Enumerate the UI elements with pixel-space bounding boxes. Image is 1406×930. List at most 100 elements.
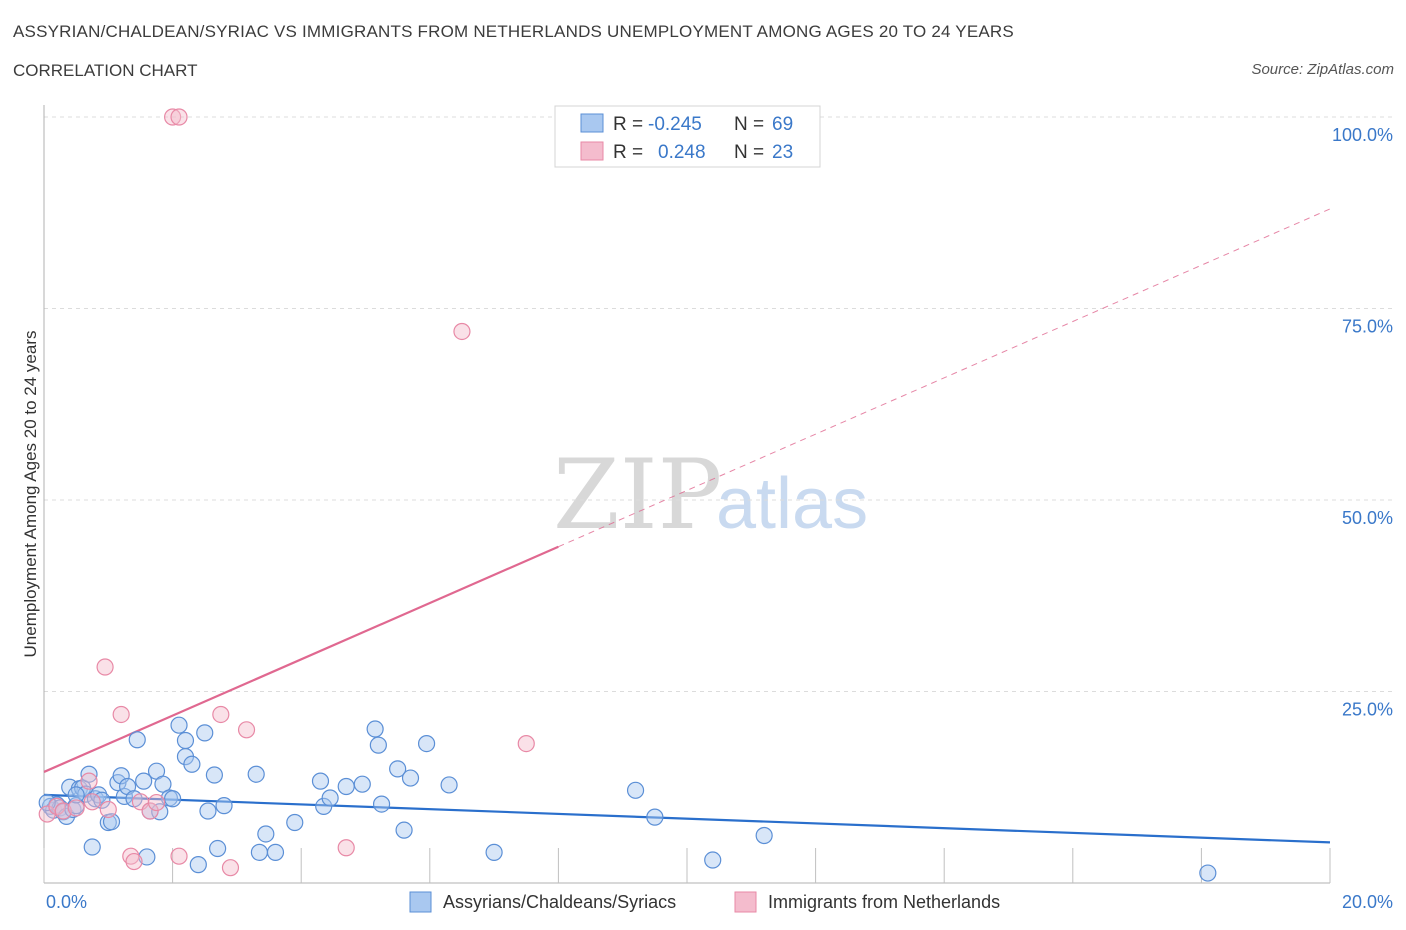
legend-n-value-blue: 69 — [772, 114, 793, 135]
bottom-legend-label-blue: Assyrians/Chaldeans/Syriacs — [443, 892, 676, 912]
legend-n-label: N = — [734, 114, 764, 135]
point-assyrian — [321, 789, 339, 807]
watermark-zip: ZIP — [553, 439, 722, 551]
bottom-legend-swatch-blue — [409, 891, 432, 913]
point-assyrian — [154, 775, 172, 793]
legend-r-label: R = — [613, 114, 643, 135]
axes — [43, 105, 1331, 884]
trend-line-netherlands-solid — [43, 545, 559, 773]
point-netherlands — [147, 793, 166, 812]
point-assyrian — [135, 772, 153, 790]
legend-swatch-pink — [580, 141, 604, 161]
point-assyrian — [183, 755, 201, 773]
y-axis-title: Unemployment Among Ages 20 to 24 years — [21, 331, 40, 658]
watermark-atlas: atlas — [716, 464, 868, 544]
point-netherlands — [67, 799, 85, 817]
point-assyrian — [395, 821, 413, 839]
point-assyrian — [90, 786, 108, 804]
data-points — [38, 108, 1217, 882]
point-assyrian — [67, 786, 85, 804]
point-assyrian — [257, 825, 275, 843]
bottom-legend: Assyrians/Chaldeans/Syriacs Immigrants f… — [409, 891, 1000, 913]
point-assyrian — [401, 769, 420, 787]
point-assyrian — [1199, 864, 1217, 882]
point-assyrian — [164, 790, 182, 808]
point-netherlands — [96, 658, 114, 676]
chart-subtitle: CORRELATION CHART — [13, 61, 198, 80]
watermark: ZIP atlas — [553, 439, 868, 551]
point-assyrian — [196, 724, 214, 742]
legend-r-label: R = — [613, 142, 643, 163]
point-netherlands — [517, 734, 535, 753]
x-tick-labels: 0.0% 20.0% — [46, 892, 1393, 912]
point-assyrian — [83, 838, 101, 856]
y-tick-labels: 25.0% 50.0% 75.0% 100.0% — [1332, 125, 1393, 720]
point-netherlands — [112, 705, 130, 724]
y-tick-label: 25.0% — [1342, 700, 1393, 720]
y-tick-label: 100.0% — [1332, 125, 1393, 145]
chart-title: ASSYRIAN/CHALDEAN/SYRIAC VS IMMIGRANTS F… — [13, 22, 1014, 41]
point-assyrian — [366, 720, 384, 738]
x-tick-label-max: 20.0% — [1342, 892, 1393, 912]
point-assyrian — [755, 826, 773, 845]
point-assyrian — [128, 731, 146, 749]
point-assyrian — [369, 736, 387, 754]
point-assyrian — [80, 765, 98, 783]
x-tick-label-min: 0.0% — [46, 892, 87, 912]
point-netherlands — [212, 705, 230, 724]
y-tick-label: 75.0% — [1342, 317, 1393, 337]
point-netherlands — [125, 852, 143, 871]
bottom-legend-label-pink: Immigrants from Netherlands — [768, 892, 1000, 912]
point-assyrian — [704, 851, 722, 869]
point-assyrian — [337, 777, 355, 796]
point-netherlands — [164, 108, 182, 126]
point-netherlands — [83, 793, 101, 811]
trend-lines — [43, 208, 1331, 844]
source-credit: Source: ZipAtlas.com — [1251, 61, 1394, 78]
point-assyrian — [372, 795, 391, 813]
legend-swatch-blue — [580, 113, 604, 133]
point-netherlands — [170, 847, 188, 865]
point-assyrian — [151, 803, 169, 821]
legend-n-label: N = — [734, 142, 764, 163]
legend-r-value-pink: 0.248 — [658, 142, 706, 163]
point-assyrian — [176, 731, 195, 750]
point-assyrian — [247, 765, 265, 783]
point-netherlands — [80, 772, 98, 790]
point-assyrian — [209, 839, 227, 858]
point-assyrian — [417, 734, 436, 753]
point-netherlands — [54, 802, 72, 820]
point-assyrian — [215, 797, 233, 815]
point-netherlands — [337, 839, 355, 857]
point-assyrian — [353, 775, 371, 793]
bottom-legend-swatch-pink — [734, 891, 757, 913]
top-legend: R = -0.245 N = 69 R = 0.248 N = 23 — [554, 105, 821, 168]
point-assyrian — [389, 760, 407, 778]
point-assyrian — [199, 802, 217, 820]
point-assyrian — [440, 776, 458, 794]
legend-r-value-blue: -0.245 — [648, 114, 702, 135]
y-tick-label: 50.0% — [1342, 508, 1393, 528]
point-netherlands — [122, 847, 140, 865]
point-netherlands — [453, 322, 471, 341]
point-assyrian — [311, 772, 330, 790]
point-assyrian — [189, 856, 207, 874]
gridlines — [44, 116, 1392, 692]
legend-n-value-pink: 23 — [772, 142, 793, 163]
point-netherlands — [170, 108, 188, 126]
point-netherlands — [221, 859, 240, 877]
point-assyrian — [485, 843, 503, 861]
point-assyrian — [646, 808, 664, 826]
point-assyrian — [170, 716, 188, 734]
point-netherlands — [99, 800, 117, 819]
point-assyrian — [205, 766, 223, 784]
point-netherlands — [237, 721, 256, 739]
point-assyrian — [266, 843, 285, 861]
trend-line-netherlands-dashed — [558, 208, 1331, 548]
point-assyrian — [286, 813, 304, 832]
point-assyrian — [250, 843, 269, 861]
point-assyrian — [626, 781, 645, 799]
point-assyrian — [112, 767, 130, 785]
